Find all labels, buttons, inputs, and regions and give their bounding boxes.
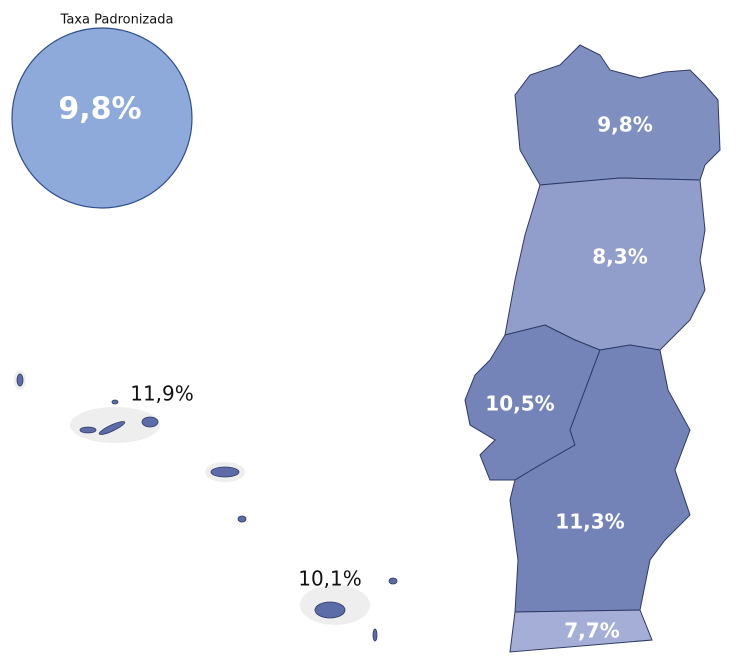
region-algarve: [509, 609, 653, 653]
region-label: 10,1%: [298, 567, 362, 591]
island: [111, 399, 119, 405]
region-label: 8,3%: [592, 245, 647, 269]
island: [372, 628, 378, 642]
national-label: 9,8%: [58, 92, 141, 127]
legend-title: Taxa Padronizada: [60, 13, 174, 28]
island: [98, 421, 126, 435]
national-circle: [11, 27, 193, 209]
region-label: 7,7%: [564, 619, 619, 643]
region-label: 11,3%: [555, 510, 624, 534]
island: [16, 373, 24, 387]
region-label: 9,8%: [597, 113, 652, 137]
island: [79, 426, 97, 434]
island: [314, 601, 346, 619]
island: [210, 466, 240, 478]
region-label: 10,5%: [485, 392, 554, 416]
island: [237, 515, 247, 523]
region-label: 11,9%: [130, 382, 194, 406]
island: [141, 416, 159, 428]
island: [388, 577, 398, 585]
